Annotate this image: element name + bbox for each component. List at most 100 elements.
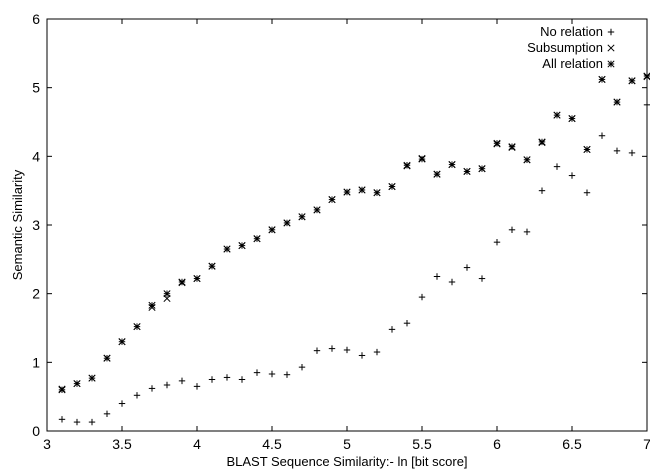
data-point: [568, 115, 576, 123]
data-point: [643, 101, 650, 109]
data-point: [253, 369, 261, 376]
data-point: [298, 213, 306, 221]
y-tick-label: 0: [32, 423, 40, 439]
legend-label: No relation: [540, 24, 603, 39]
data-point: [313, 206, 321, 214]
data-point: [223, 245, 231, 253]
data-point: [103, 354, 111, 362]
data-point: [73, 380, 81, 388]
data-point: [193, 383, 201, 390]
data-marks: [58, 72, 650, 426]
x-tick-label: 6.5: [562, 436, 582, 452]
data-point: [583, 145, 591, 154]
data-point: [538, 187, 546, 194]
data-point: [448, 161, 456, 169]
data-point: [118, 400, 126, 407]
data-point: [508, 226, 516, 234]
axis-ticks: 3 3.5 4 4.5 5 5.5 6 6.5 7 0 1 2 3 4 5 6: [32, 11, 650, 452]
data-point: [403, 161, 411, 169]
data-point: [598, 132, 606, 139]
y-tick-label: 3: [32, 217, 40, 233]
legend-label: All relation: [542, 56, 603, 71]
data-point: [358, 186, 366, 194]
data-point: [478, 165, 486, 173]
data-point: [178, 377, 186, 385]
x-tick-label: 3: [43, 436, 51, 452]
data-point: [133, 392, 141, 399]
data-point: [433, 170, 441, 178]
series-all-relation: [58, 72, 650, 394]
data-point: [493, 238, 501, 246]
data-point: [253, 235, 261, 243]
data-point: [613, 147, 621, 155]
data-point: [163, 290, 171, 298]
data-point: [553, 111, 561, 119]
y-tick-label: 1: [32, 354, 40, 370]
data-point: [433, 273, 441, 280]
data-point: [103, 410, 111, 418]
data-point: [88, 418, 96, 426]
plot-frame: [46, 18, 648, 432]
data-point: [613, 98, 621, 106]
data-point: [568, 172, 576, 179]
data-point: [208, 376, 216, 383]
data-point: [268, 370, 276, 378]
y-tick-label: 5: [32, 80, 40, 96]
data-point: [88, 374, 96, 382]
data-point: [118, 338, 126, 346]
data-point: [148, 385, 156, 392]
data-point: [418, 155, 426, 163]
data-point: [238, 242, 246, 250]
data-point: [478, 275, 486, 282]
x-axis-title: BLAST Sequence Similarity:- ln [bit scor…: [226, 454, 467, 469]
y-tick-label: 4: [32, 148, 40, 164]
legend-label: Subsumption: [527, 40, 603, 55]
data-point: [148, 301, 156, 309]
data-point: [493, 139, 501, 147]
legend-marker: [607, 44, 615, 52]
data-point: [598, 75, 606, 83]
y-tick-label: 6: [32, 11, 40, 27]
data-point: [268, 226, 276, 234]
data-point: [133, 323, 141, 331]
legend-marker: [607, 28, 615, 36]
data-point: [343, 346, 351, 354]
data-point: [58, 416, 66, 423]
data-point: [373, 189, 381, 197]
x-tick-label: 6: [493, 436, 501, 452]
data-point: [208, 262, 216, 270]
data-point: [388, 182, 396, 191]
data-point: [178, 278, 186, 286]
series-no-relation: [58, 101, 650, 426]
data-point: [628, 77, 636, 85]
x-tick-label: 7: [643, 436, 650, 452]
data-point: [298, 363, 306, 371]
data-point: [163, 381, 171, 389]
data-point: [373, 348, 381, 356]
x-tick-label: 5.5: [412, 436, 432, 452]
x-tick-label: 4: [193, 436, 201, 452]
data-point: [643, 72, 650, 80]
data-point: [553, 163, 561, 170]
x-tick-label: 4.5: [262, 436, 282, 452]
data-point: [193, 275, 201, 283]
data-point: [358, 352, 366, 359]
data-point: [223, 374, 231, 381]
data-point: [463, 167, 471, 175]
x-tick-label: 5: [343, 436, 351, 452]
data-point: [508, 143, 516, 151]
data-point: [448, 278, 456, 286]
data-point: [328, 345, 336, 352]
x-tick-label: 3.5: [112, 436, 132, 452]
data-point: [313, 347, 321, 354]
series-subsumption: [58, 73, 650, 393]
data-point: [283, 219, 291, 227]
data-point: [583, 189, 591, 196]
data-point: [403, 319, 411, 327]
data-point: [628, 149, 636, 157]
data-point: [538, 138, 546, 146]
data-point: [523, 156, 531, 164]
data-point: [463, 264, 471, 271]
